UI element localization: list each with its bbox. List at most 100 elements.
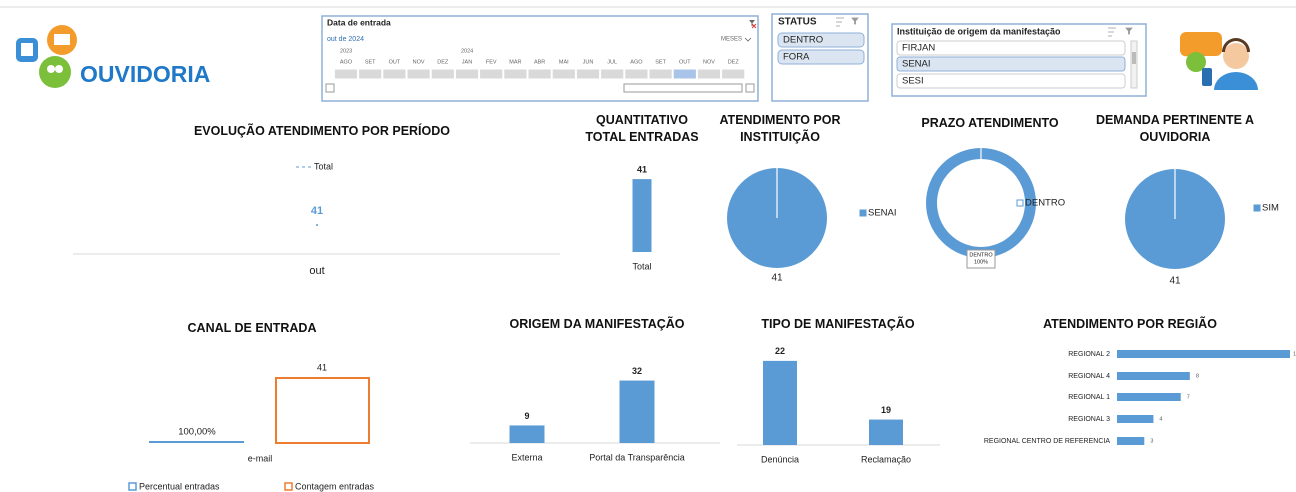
data-label: 22 bbox=[775, 346, 785, 356]
month-label: MAI bbox=[559, 59, 569, 65]
data-label: 19 bbox=[881, 405, 891, 415]
bar bbox=[763, 361, 797, 445]
chart-title: ORIGEM DA MANIFESTAÇÃO bbox=[487, 316, 707, 333]
slicer-item-label[interactable]: DENTRO bbox=[783, 35, 823, 46]
data-label: 3 bbox=[1150, 438, 1153, 444]
chart-title: ATENDIMENTO POR REGIÃO bbox=[1015, 316, 1245, 333]
month-label: JAN bbox=[462, 59, 472, 65]
slicer-title: Data de entrada bbox=[327, 17, 391, 27]
slicer-item-label[interactable]: FORA bbox=[783, 52, 810, 63]
legend-swatch bbox=[285, 483, 292, 490]
callout-label: DENTRO bbox=[969, 252, 993, 258]
bar bbox=[1117, 372, 1190, 380]
dashboard: { "header": {"logo_text": "OUVIDORIA"}, … bbox=[0, 0, 1296, 492]
data-label: 41 bbox=[1169, 276, 1181, 287]
legend-label: Total bbox=[314, 161, 333, 171]
month-label: MAR bbox=[509, 59, 521, 65]
chart-title: EVOLUÇÃO ATENDIMENTO POR PERÍODO bbox=[157, 123, 487, 140]
data-label: 41 bbox=[637, 164, 647, 174]
x-tick-label: Reclamação bbox=[861, 454, 911, 464]
month-cell[interactable] bbox=[359, 69, 382, 79]
data-label: 41 bbox=[771, 273, 783, 284]
month-label: OUT bbox=[679, 59, 691, 65]
bar bbox=[620, 381, 655, 443]
bar bbox=[1117, 350, 1290, 358]
chart-title: ATENDIMENTO POR INSTITUIÇÃO bbox=[710, 112, 850, 146]
bar bbox=[869, 420, 903, 445]
x-tick-label: out bbox=[309, 265, 324, 277]
month-cell[interactable] bbox=[673, 69, 696, 79]
slicer-title: Instituição de origem da manifestação bbox=[897, 26, 1061, 36]
month-cell[interactable] bbox=[625, 69, 648, 79]
donut-slice bbox=[932, 154, 1031, 253]
month-label: OUT bbox=[389, 59, 401, 65]
canvas: OUVIDORIA Data de entrada out de 2024 ME… bbox=[0, 0, 1296, 492]
month-cell[interactable] bbox=[697, 69, 720, 79]
month-label: SET bbox=[655, 59, 666, 65]
data-label: 100,00% bbox=[178, 427, 216, 438]
data-label: 8 bbox=[1196, 373, 1199, 379]
slicer-item[interactable] bbox=[897, 74, 1125, 88]
month-label: JUL bbox=[607, 59, 617, 65]
slicer-item[interactable] bbox=[897, 57, 1125, 71]
month-cell[interactable] bbox=[431, 69, 454, 79]
legend-label: Percentual entradas bbox=[139, 481, 220, 491]
bar bbox=[276, 378, 369, 443]
month-cell[interactable] bbox=[504, 69, 527, 79]
month-cell[interactable] bbox=[528, 69, 551, 79]
month-label: AGO bbox=[340, 59, 353, 65]
month-label: AGO bbox=[630, 59, 643, 65]
legend-label: Contagem entradas bbox=[295, 481, 375, 491]
slicer-item-label[interactable]: SESI bbox=[902, 76, 924, 87]
month-cell[interactable] bbox=[722, 69, 745, 79]
month-cell[interactable] bbox=[552, 69, 575, 79]
legend-label: DENTRO bbox=[1025, 198, 1065, 209]
month-cell[interactable] bbox=[407, 69, 430, 79]
bar bbox=[510, 425, 545, 443]
month-cell[interactable] bbox=[649, 69, 672, 79]
legend-label: SENAI bbox=[868, 208, 897, 219]
bar bbox=[1117, 415, 1153, 423]
legend-label: SIM bbox=[1262, 203, 1279, 214]
bar bbox=[1117, 437, 1144, 445]
legend-swatch bbox=[129, 483, 136, 490]
legend-swatch bbox=[1017, 200, 1023, 206]
month-cell[interactable] bbox=[455, 69, 478, 79]
chart-title: CANAL DE ENTRADA bbox=[147, 320, 357, 337]
year-label: 2023 bbox=[340, 48, 352, 54]
chart-title: PRAZO ATENDIMENTO bbox=[900, 115, 1080, 132]
data-label: 100% bbox=[974, 259, 988, 265]
month-label: SET bbox=[365, 59, 376, 65]
bar bbox=[633, 179, 652, 252]
attendant-icon bbox=[1180, 32, 1258, 90]
month-cell[interactable] bbox=[576, 69, 599, 79]
month-label: DEZ bbox=[728, 59, 740, 65]
month-cell[interactable] bbox=[601, 69, 624, 79]
institution-slicer[interactable]: Instituição de origem da manifestação FI… bbox=[892, 24, 1146, 96]
chart-title: QUANTITATIVO TOTAL ENTRADAS bbox=[582, 112, 702, 146]
slicer-level[interactable]: MESES bbox=[721, 37, 742, 43]
slicer-selection: out de 2024 bbox=[327, 36, 364, 43]
logo-text: OUVIDORIA bbox=[80, 61, 210, 87]
slicer-item-label[interactable]: SENAI bbox=[902, 59, 931, 70]
month-label: JUN bbox=[583, 59, 594, 65]
month-label: NOV bbox=[413, 59, 425, 65]
y-tick-label: REGIONAL CENTRO DE REFERENCIA bbox=[984, 438, 1110, 445]
month-cell[interactable] bbox=[383, 69, 406, 79]
month-cell[interactable] bbox=[334, 69, 357, 79]
logo: OUVIDORIA bbox=[16, 25, 210, 88]
legend-swatch bbox=[1254, 205, 1260, 211]
data-label: 41 bbox=[317, 362, 327, 372]
data-label: 32 bbox=[632, 366, 642, 376]
y-tick-label: REGIONAL 1 bbox=[1068, 394, 1110, 401]
data-label: 41 bbox=[311, 205, 323, 217]
legend-swatch bbox=[860, 210, 866, 216]
y-tick-label: REGIONAL 2 bbox=[1068, 351, 1110, 358]
status-slicer[interactable]: STATUS DENTRO FORA bbox=[772, 14, 868, 101]
x-tick-label: Portal da Transparência bbox=[589, 452, 685, 462]
x-tick-label: Total bbox=[632, 261, 651, 271]
slicer-title: STATUS bbox=[778, 17, 817, 28]
slicer-item-label[interactable]: FIRJAN bbox=[902, 43, 935, 54]
month-label: FEV bbox=[486, 59, 497, 65]
month-cell[interactable] bbox=[480, 69, 503, 79]
